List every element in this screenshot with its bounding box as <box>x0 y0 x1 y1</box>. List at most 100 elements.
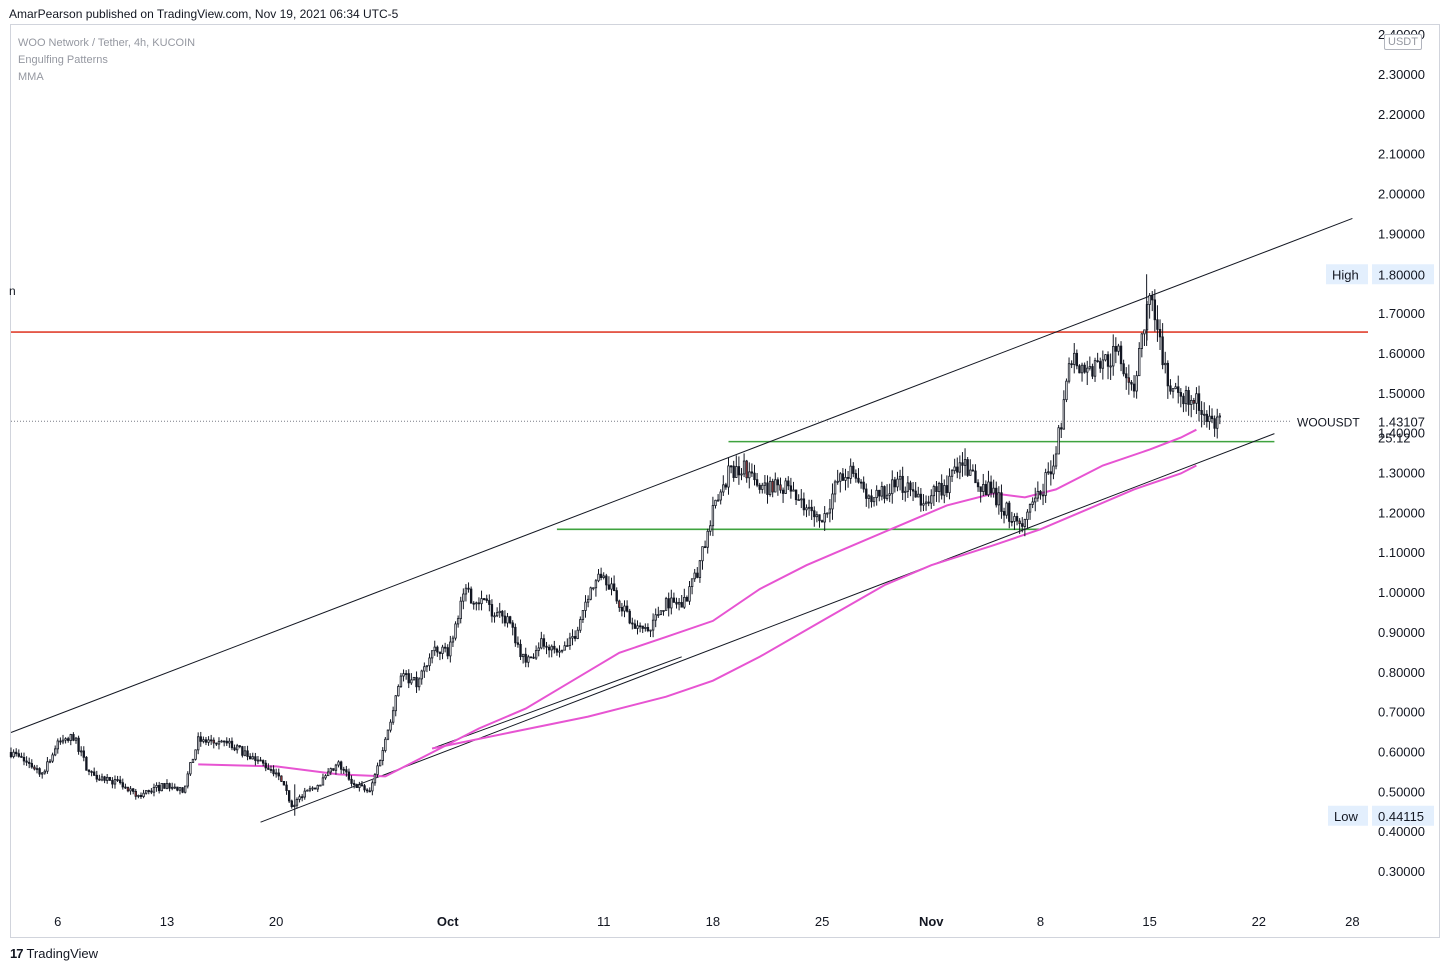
candle-body <box>508 616 512 624</box>
candle-body <box>625 605 629 612</box>
candle-body <box>1018 520 1021 525</box>
candle-body <box>212 739 215 744</box>
candle-body <box>35 768 39 771</box>
candle-body <box>714 499 717 506</box>
candle-body <box>810 506 813 512</box>
y-tick-label: 2.10000 <box>1378 147 1425 162</box>
candle-body <box>880 486 884 497</box>
candle-body <box>1119 345 1123 365</box>
candle-body <box>563 645 566 651</box>
legend-symbol[interactable]: WOO Network / Tether, 4h, KUCOIN <box>18 37 196 49</box>
candle-body <box>85 756 88 771</box>
candle-body <box>69 734 72 741</box>
drawings-layer <box>10 217 1368 823</box>
candle-body <box>841 473 845 481</box>
high-value-bg <box>1372 264 1434 285</box>
candle-body <box>456 618 460 625</box>
last-price-value: 1.43107 <box>1378 414 1425 429</box>
candle-body <box>1093 360 1097 377</box>
candle-body <box>701 546 704 562</box>
candle-body <box>311 787 314 790</box>
candle-body <box>394 695 397 712</box>
y-tick-label: 0.90000 <box>1378 625 1425 640</box>
y-tick-label: 1.30000 <box>1378 466 1425 481</box>
candle-body <box>472 602 475 605</box>
moving-average-fast <box>198 428 1197 778</box>
footer-brand[interactable]: TradingView <box>26 946 99 961</box>
candle-body <box>449 641 452 657</box>
candle-body <box>732 465 735 478</box>
candle-body <box>1174 386 1177 390</box>
candle-body <box>90 771 93 773</box>
candle-body <box>909 482 912 491</box>
candle-body <box>1036 490 1040 499</box>
candle-body <box>787 480 790 487</box>
candle-body <box>100 776 104 781</box>
candle-body <box>766 482 769 495</box>
candle-body <box>989 481 993 494</box>
currency-badge[interactable]: USDT <box>1384 34 1422 50</box>
candle-body <box>984 484 988 496</box>
candle-body <box>833 481 837 495</box>
candle-body <box>1117 345 1120 352</box>
candle-body <box>384 738 387 751</box>
candle-body <box>1203 413 1206 416</box>
candle-body <box>181 787 184 793</box>
candle-body <box>183 785 187 793</box>
y-tick-label: 1.60000 <box>1378 346 1425 361</box>
candle-body <box>462 593 465 602</box>
candle-body <box>202 739 205 742</box>
candle-body <box>412 676 416 681</box>
candle-body <box>1200 410 1203 415</box>
candle-body <box>649 629 652 632</box>
candle-body <box>534 650 538 659</box>
x-tick-label: 13 <box>160 914 174 929</box>
candle-body <box>59 740 62 743</box>
candle-body <box>425 665 429 668</box>
candle-body <box>485 598 488 601</box>
candle-body <box>618 600 621 608</box>
y-tick-label: 0.40000 <box>1378 824 1425 839</box>
candle-body <box>547 646 551 651</box>
candle-body <box>1216 416 1219 429</box>
candle-body <box>1015 516 1019 522</box>
candle-body <box>1153 299 1157 321</box>
candle-body <box>969 469 972 476</box>
candle-body <box>706 530 709 548</box>
candle-body <box>571 636 574 639</box>
candle-body <box>67 738 70 741</box>
candle-body <box>334 764 338 771</box>
candle-body <box>667 598 670 609</box>
candle-body <box>72 734 75 741</box>
candle-body <box>1208 415 1211 422</box>
candle-body <box>106 776 109 781</box>
candle-body <box>493 615 496 618</box>
low-value: 0.44115 <box>1378 809 1424 824</box>
candle-body <box>711 505 715 527</box>
candle-body <box>987 481 990 496</box>
candle-body <box>857 477 860 483</box>
candle-body <box>407 673 410 684</box>
candle-body <box>966 459 969 476</box>
chart-frame <box>10 24 1440 938</box>
symbol-label: WOOUSDT <box>1297 415 1360 429</box>
candle-body <box>568 637 572 646</box>
candle-body <box>241 746 244 756</box>
candle-body <box>792 489 795 492</box>
candle-body <box>958 462 962 473</box>
candle-body <box>1177 386 1180 393</box>
x-tick-label: 22 <box>1252 914 1266 929</box>
candle-body <box>298 796 301 800</box>
x-tick-label: 6 <box>54 914 61 929</box>
candle-body <box>1205 413 1209 422</box>
candle-body <box>186 773 189 787</box>
candle-body <box>636 625 639 629</box>
candle-body <box>376 765 379 775</box>
candle-body <box>300 796 304 799</box>
cropped-text: n <box>9 284 16 298</box>
candle-body <box>807 506 811 509</box>
legend-indicator-engulfing[interactable]: Engulfing Patterns <box>18 54 108 66</box>
bar-countdown: 25:12 <box>1378 430 1411 445</box>
legend-indicator-mma[interactable]: MMA <box>18 71 44 83</box>
